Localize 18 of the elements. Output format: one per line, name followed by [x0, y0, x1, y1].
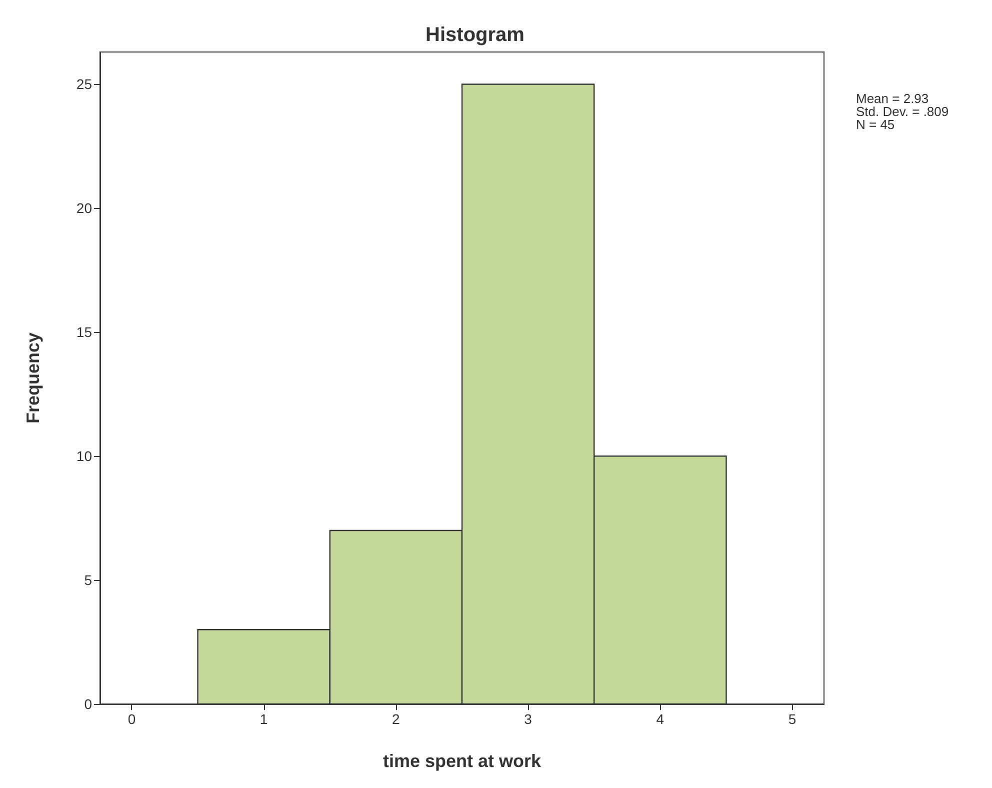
y-tick-label: 10: [76, 448, 92, 464]
x-tick-label: 5: [788, 711, 796, 727]
y-tick-label: 20: [76, 200, 92, 216]
text: Std. Dev. = .809: [856, 104, 949, 119]
x-tick-label: 3: [524, 711, 532, 727]
y-tick-label: 0: [84, 696, 92, 712]
x-tick-label: 1: [260, 711, 268, 727]
x-axis-title: time spent at work: [382, 751, 542, 771]
y-tick-label: 25: [76, 76, 92, 92]
y-axis-title: Frequency: [23, 332, 43, 424]
x-tick-label: 4: [656, 711, 664, 727]
text: Mean = 2.93: [856, 91, 929, 106]
x-tick-label: 2: [392, 711, 400, 727]
chart-title: Histogram: [426, 24, 524, 46]
text: N = 45: [856, 117, 895, 132]
y-tick-label: 15: [76, 324, 92, 340]
x-tick-label: 0: [128, 711, 136, 727]
y-tick-label: 5: [84, 572, 92, 588]
